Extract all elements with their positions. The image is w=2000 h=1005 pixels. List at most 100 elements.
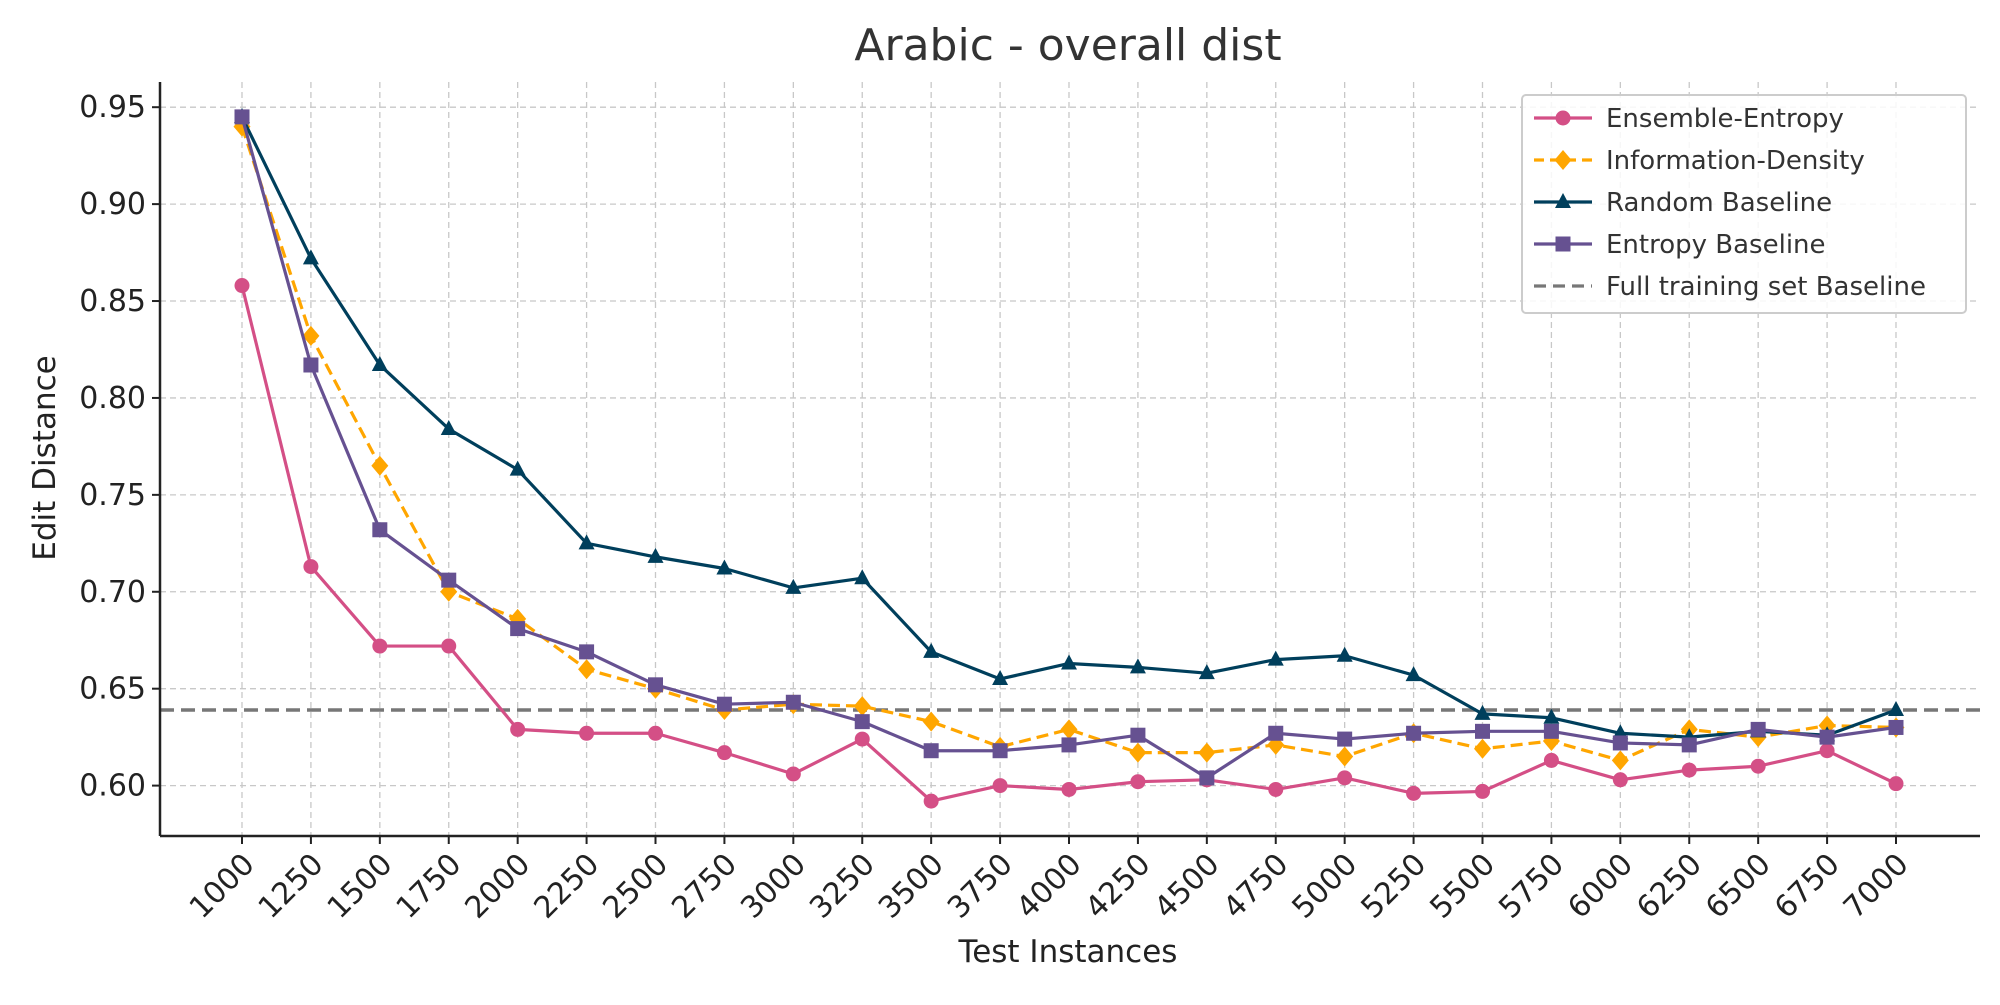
- data-point: [992, 743, 1008, 759]
- y-tick-label: 0.70: [79, 575, 146, 610]
- data-point: [579, 644, 595, 660]
- series-entropy-baseline: [234, 109, 1904, 786]
- data-point: [1337, 731, 1353, 747]
- data-point: [1337, 770, 1353, 786]
- legend-marker: [1555, 110, 1571, 126]
- data-point: [303, 357, 319, 373]
- x-tick-label: 2000: [459, 847, 538, 926]
- legend-label: Full training set Baseline: [1606, 272, 1926, 302]
- x-tick-label: 4750: [1217, 847, 1296, 926]
- data-point: [371, 455, 389, 476]
- data-point: [1888, 701, 1904, 717]
- data-point: [1543, 723, 1559, 739]
- data-point: [509, 460, 526, 476]
- data-point: [647, 547, 664, 563]
- x-tick-label: 6500: [1699, 847, 1778, 926]
- data-point: [648, 677, 663, 693]
- data-point: [785, 694, 801, 710]
- data-point: [302, 325, 320, 346]
- x-tick-label: 6750: [1768, 847, 1847, 926]
- x-tick-label: 1000: [183, 847, 262, 926]
- data-point: [854, 731, 870, 747]
- x-tick-label: 4000: [1010, 847, 1089, 926]
- data-point: [234, 278, 250, 294]
- data-point: [785, 766, 801, 782]
- legend-marker: [1555, 236, 1571, 252]
- data-point: [1888, 719, 1904, 735]
- y-tick-label: 0.75: [79, 478, 146, 513]
- data-point: [579, 725, 595, 741]
- data-point: [716, 696, 732, 712]
- data-point: [441, 572, 457, 588]
- data-point: [440, 419, 457, 435]
- x-tick-label: 5000: [1286, 847, 1365, 926]
- data-point: [1406, 785, 1422, 801]
- data-point: [992, 669, 1009, 685]
- x-tick-label: 6000: [1561, 847, 1640, 926]
- x-tick-label: 1250: [252, 847, 331, 926]
- x-tick-label: 2750: [665, 847, 744, 926]
- data-point: [853, 696, 871, 717]
- y-tick-label: 0.90: [79, 187, 146, 222]
- data-point: [303, 559, 319, 575]
- data-point: [1819, 743, 1835, 759]
- x-tick-label: 2250: [527, 847, 606, 926]
- data-point: [1268, 725, 1284, 741]
- x-tick-label: 4500: [1148, 847, 1227, 926]
- data-point: [1750, 758, 1766, 774]
- data-point: [992, 778, 1008, 794]
- legend-marker: [1555, 193, 1571, 208]
- data-point: [1198, 664, 1215, 680]
- x-tick-label: 3250: [803, 847, 882, 926]
- x-tick-label: 3750: [941, 847, 1020, 926]
- data-point: [785, 578, 802, 594]
- data-point: [1475, 723, 1490, 739]
- data-point: [716, 559, 733, 575]
- data-point: [510, 721, 526, 737]
- data-point: [1198, 742, 1216, 763]
- data-point: [1611, 750, 1629, 771]
- data-point: [372, 522, 388, 538]
- data-point: [854, 714, 870, 730]
- data-point: [234, 109, 250, 125]
- data-point: [1612, 735, 1628, 751]
- y-tick-label: 0.80: [79, 381, 146, 416]
- data-point: [1474, 704, 1491, 720]
- y-tick-label: 0.85: [79, 284, 146, 319]
- data-point: [1061, 654, 1077, 670]
- x-tick-label: 3000: [734, 847, 813, 926]
- x-tick-label: 3500: [872, 847, 951, 926]
- data-point: [923, 743, 939, 759]
- legend: Ensemble-Entropy Information-Density Rando…: [1521, 94, 1967, 314]
- data-point: [1474, 738, 1491, 759]
- legend-label: Ensemble-Entropy: [1606, 104, 1844, 134]
- data-point: [1129, 658, 1146, 674]
- y-tick-label: 0.65: [79, 672, 146, 707]
- data-point: [441, 638, 457, 654]
- data-point: [922, 711, 940, 732]
- data-point: [510, 621, 526, 637]
- data-point: [372, 638, 388, 654]
- data-point: [1888, 776, 1904, 792]
- data-point: [1819, 729, 1835, 745]
- data-point: [1336, 646, 1353, 662]
- x-tick-label: 1500: [321, 847, 400, 926]
- data-point: [923, 642, 940, 658]
- legend-entry: Entropy Baseline: [1534, 230, 1826, 260]
- y-tick-label: 0.60: [79, 769, 146, 804]
- data-point: [854, 569, 871, 585]
- data-point: [371, 355, 388, 371]
- legend-entry: Full training set Baseline: [1534, 272, 1926, 302]
- x-axis-title: Test Instances: [958, 934, 1178, 970]
- data-point: [578, 534, 595, 550]
- y-axis-title: Edit Distance: [27, 355, 63, 560]
- data-point: [1061, 737, 1077, 753]
- x-tick-label: 4250: [1079, 847, 1158, 926]
- x-tick-label: 7000: [1837, 847, 1916, 926]
- x-tick-label: 1750: [390, 847, 469, 926]
- data-point: [1061, 781, 1077, 797]
- legend-label: Random Baseline: [1606, 188, 1832, 218]
- x-tick-label: 5500: [1423, 847, 1502, 926]
